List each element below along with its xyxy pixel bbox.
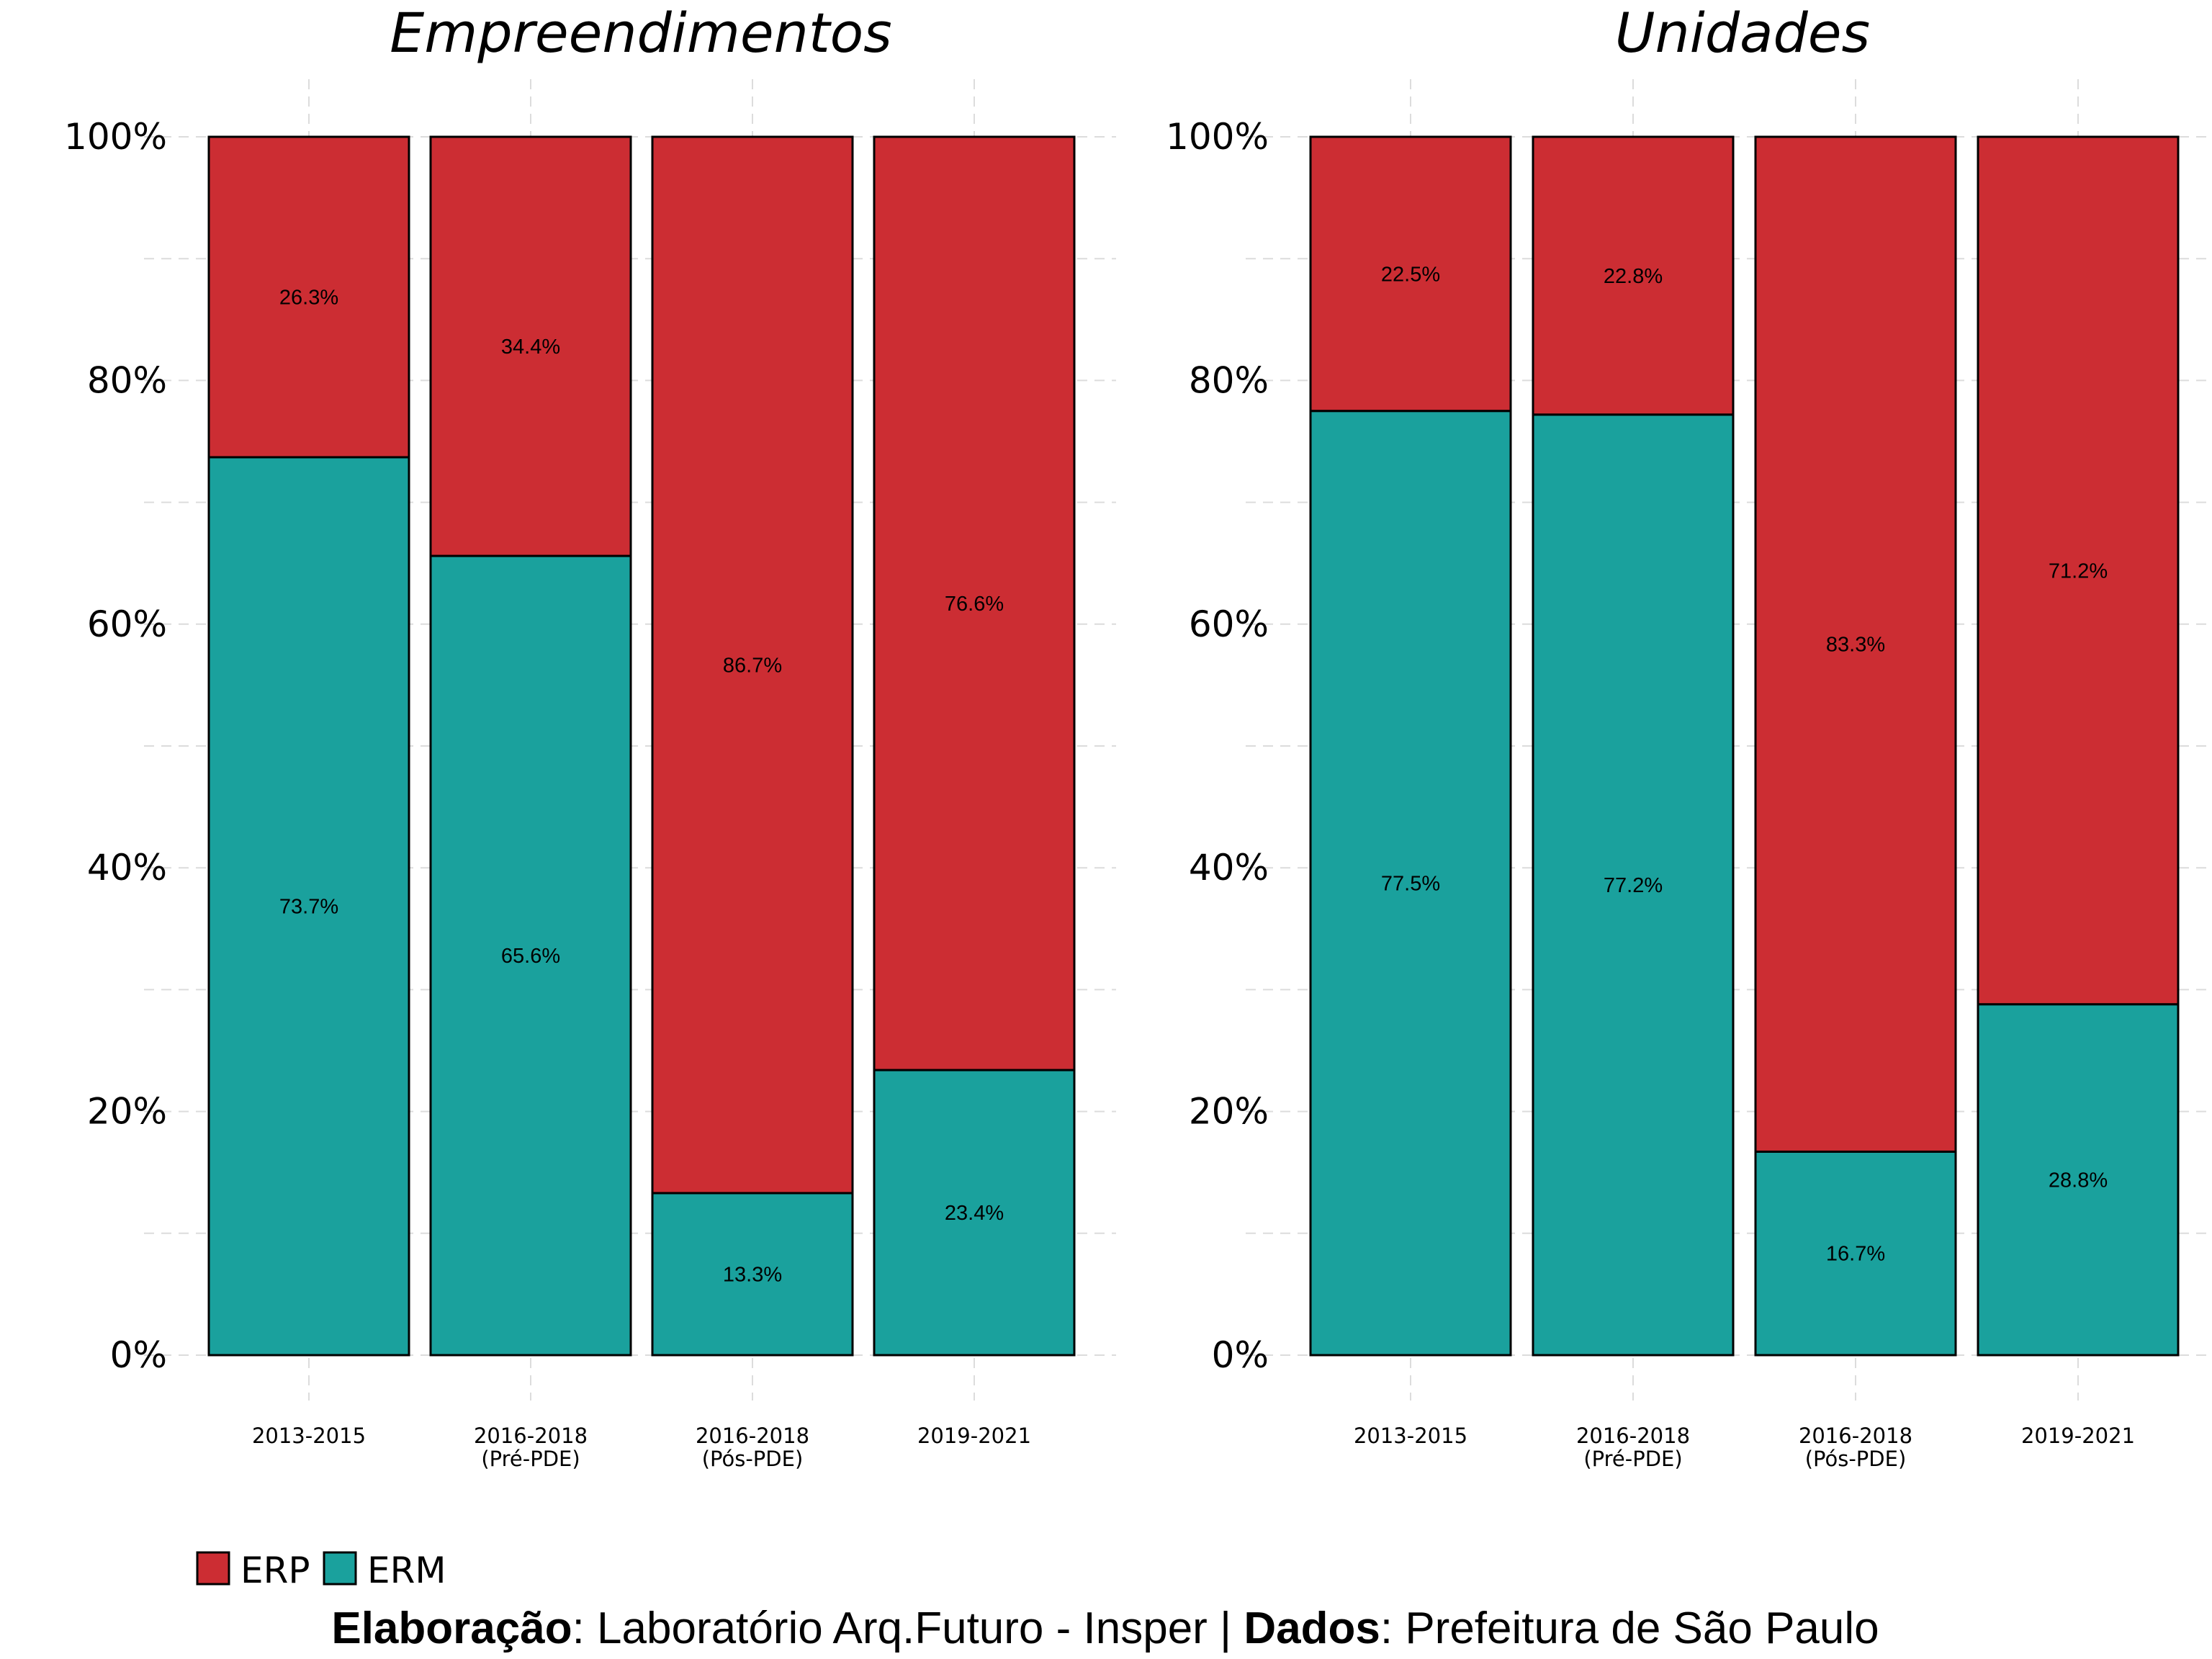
data-label-erm: 73.7%	[279, 895, 338, 918]
legend: ERP ERM	[196, 1550, 446, 1591]
data-label-erp: 22.8%	[1604, 265, 1663, 288]
bar-segment-erp	[1977, 135, 2180, 1006]
bar-segment-erm	[1532, 413, 1735, 1357]
data-label-erp: 86.7%	[723, 654, 782, 677]
caption-text-elaboracao: : Laboratório Arq.Futuro - Insper |	[572, 1604, 1244, 1653]
data-label-erp: 71.2%	[2049, 559, 2108, 583]
bar-segment-erp	[207, 135, 410, 459]
legend-label-erp: ERP	[240, 1550, 310, 1591]
bar-segment-erp	[651, 135, 854, 1195]
caption: Elaboração: Laboratório Arq.Futuro - Ins…	[331, 1604, 1879, 1653]
bar-segment-erm	[429, 554, 632, 1357]
data-label-erp: 22.5%	[1381, 263, 1440, 286]
x-tick-label: 2019-2021	[917, 1424, 1031, 1448]
data-label-erp: 76.6%	[945, 593, 1004, 616]
data-label-erm: 77.2%	[1604, 874, 1663, 897]
x-tick-label: 2016-2018 (Pré-PDE)	[474, 1424, 588, 1471]
data-label-erp: 26.3%	[279, 286, 338, 309]
x-tick-label: 2016-2018 (Pré-PDE)	[1576, 1424, 1690, 1471]
panel-unidades: Unidades 0% 20% 40% 60% 80% 100% 77.5% 22.5% 201…	[1166, 1, 2212, 1471]
legend-swatch-erm	[323, 1551, 357, 1586]
x-tick-label: 2016-2018 (Pós-PDE)	[1799, 1424, 1912, 1471]
caption-text-dados: : Prefeitura de São Paulo	[1380, 1604, 1879, 1653]
bar-segment-erp	[1754, 135, 1957, 1153]
bar-segment-erp	[429, 135, 632, 557]
x-tick-label: 2013-2015	[1354, 1424, 1467, 1448]
panel-title-unidades: Unidades	[1615, 1, 1870, 65]
y-tick-label: 60%	[1189, 603, 1269, 645]
y-tick-label: 40%	[1189, 847, 1269, 889]
y-tick-label: 0%	[1212, 1334, 1269, 1376]
bar-segment-erp	[1309, 135, 1512, 413]
data-label-erm: 16.7%	[1826, 1243, 1885, 1266]
legend-label-erm: ERM	[367, 1550, 446, 1591]
data-label-erm: 65.6%	[501, 945, 560, 968]
y-tick-label: 20%	[87, 1091, 167, 1133]
bar-segment-erm	[1977, 1003, 2180, 1357]
y-tick-label: 100%	[1166, 116, 1269, 158]
bar-segment-erm	[651, 1192, 854, 1357]
y-tick-label: 60%	[87, 603, 167, 645]
x-tick-label: 2019-2021	[2021, 1424, 2135, 1448]
y-tick-label: 20%	[1189, 1091, 1269, 1133]
bar-segment-erm	[1309, 410, 1512, 1357]
y-tick-label: 100%	[64, 116, 167, 158]
y-tick-label: 80%	[87, 359, 167, 401]
x-tick-label: 2016-2018 (Pós-PDE)	[696, 1424, 809, 1471]
x-tick-label: 2013-2015	[252, 1424, 366, 1448]
bar-segment-erp	[1532, 135, 1735, 416]
caption-label-elaboracao: Elaboração	[331, 1604, 572, 1653]
bar-segment-erp	[873, 135, 1076, 1071]
data-label-erm: 23.4%	[945, 1202, 1004, 1225]
bar-segment-erm	[1754, 1150, 1957, 1357]
legend-swatch-erp	[196, 1551, 230, 1586]
caption-label-dados: Dados	[1244, 1604, 1380, 1653]
panel-title-empreendimentos: Empreendimentos	[390, 1, 891, 65]
y-tick-label: 80%	[1189, 359, 1269, 401]
data-label-erm: 28.8%	[2049, 1169, 2108, 1192]
data-label-erm: 77.5%	[1381, 872, 1440, 895]
data-label-erp: 83.3%	[1826, 634, 1885, 657]
panel-empreendimentos: Empreendimentos 0% 20% 40% 60% 80% 100% 73.7% 2…	[64, 1, 1116, 1471]
y-tick-label: 0%	[110, 1334, 167, 1376]
data-label-erp: 34.4%	[501, 336, 560, 359]
y-tick-label: 40%	[87, 847, 167, 889]
bar-segment-erm	[873, 1069, 1076, 1357]
data-label-erm: 13.3%	[723, 1263, 782, 1286]
